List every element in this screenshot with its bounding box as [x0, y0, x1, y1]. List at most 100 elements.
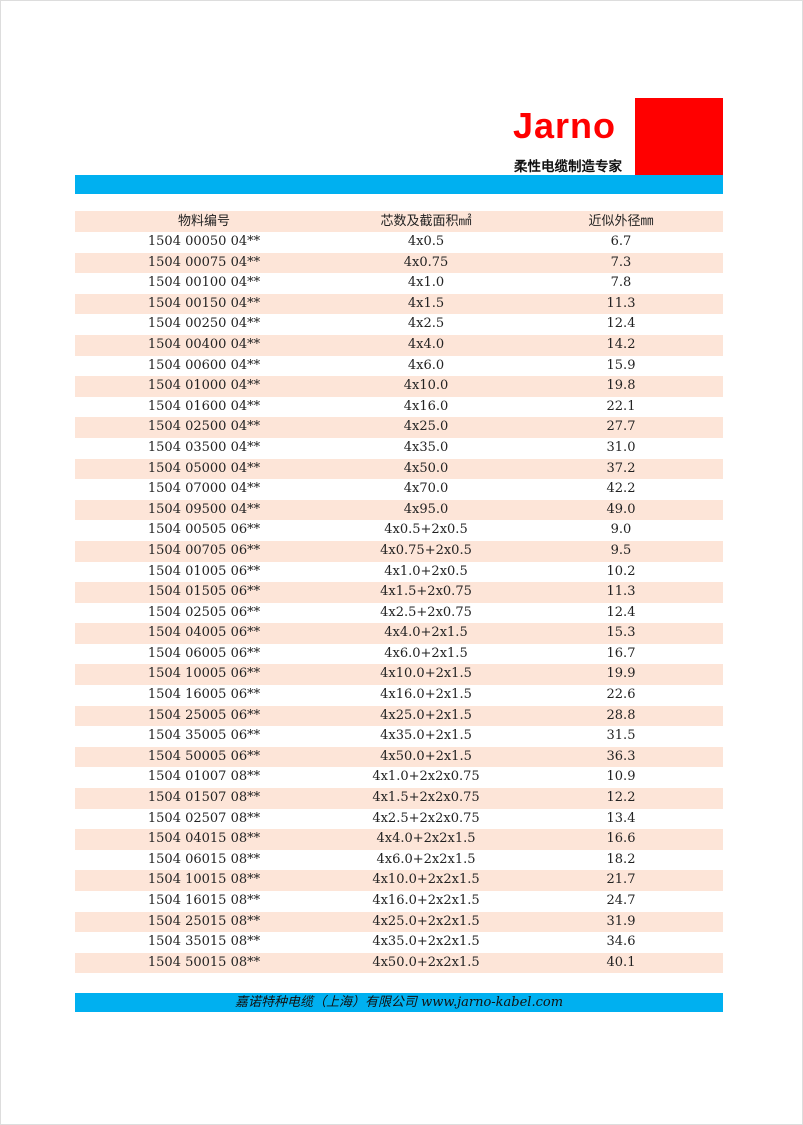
cell-cross-section: 4x2.5+2x0.75: [380, 604, 472, 620]
table-row: 1504 00600 04** 4x6.0 15.9: [75, 356, 723, 377]
table-row: 1504 06005 06** 4x6.0+2x1.5 16.7: [75, 644, 723, 665]
cell-diameter: 49.0: [606, 501, 636, 517]
table-row: 1504 25005 06** 4x25.0+2x1.5 28.8: [75, 705, 723, 727]
table-row: 1504 25015 08** 4x25.0+2x2x1.5 31.9: [75, 911, 723, 933]
table-row: 1504 35015 08** 4x35.0+2x2x1.5 34.6: [75, 932, 723, 953]
cell-diameter: 21.7: [606, 872, 636, 888]
cell-part-number: 1504 01000 04**: [147, 378, 261, 394]
table-row: 1504 02505 06** 4x2.5+2x0.75 12.4: [75, 603, 723, 624]
cell-part-number: 1504 00250 04**: [147, 316, 261, 332]
cell-cross-section: 4x16.0+2x1.5: [380, 687, 472, 703]
cell-diameter: 34.6: [606, 934, 636, 950]
table-row: 1504 00100 04** 4x1.0 7.8: [75, 273, 723, 294]
footer-bar: 嘉诺特种电缆（上海）有限公司 www.jarno-kabel.com: [75, 993, 723, 1012]
table-row: 1504 35005 06** 4x35.0+2x1.5 31.5: [75, 726, 723, 747]
cell-part-number: 1504 25005 06**: [147, 707, 261, 723]
spec-table: 物料编号 芯数及截面积㎟ 近似外径㎜ 1504 00050 04** 4x0.5 6…: [75, 211, 723, 974]
cell-diameter: 22.1: [606, 398, 636, 414]
cell-cross-section: 4x95.0: [403, 501, 449, 517]
cell-cross-section: 4x1.5: [407, 295, 445, 311]
table-row: 1504 04015 08** 4x4.0+2x2x1.5 16.6: [75, 829, 723, 850]
column-header-cross-section: 芯数及截面积㎟: [380, 214, 472, 229]
cell-part-number: 1504 02507 08**: [147, 810, 261, 826]
cell-diameter: 16.6: [606, 831, 636, 847]
cell-part-number: 1504 01600 04**: [147, 398, 261, 414]
cell-part-number: 1504 05000 04**: [147, 460, 261, 476]
cell-cross-section: 4x0.75: [403, 254, 449, 270]
cell-cross-section: 4x1.5+2x0.75: [380, 584, 472, 600]
cell-cross-section: 4x1.5+2x2x0.75: [372, 790, 480, 806]
cell-part-number: 1504 03500 04**: [147, 439, 261, 455]
cell-part-number: 1504 00050 04**: [147, 234, 261, 249]
cell-cross-section: 4x25.0+2x2x1.5: [372, 913, 480, 929]
cell-diameter: 12.4: [606, 316, 636, 332]
cell-diameter: 42.2: [606, 481, 636, 497]
cell-part-number: 1504 00600 04**: [147, 357, 261, 373]
cell-part-number: 1504 00505 06**: [147, 522, 261, 538]
cell-cross-section: 4x16.0+2x2x1.5: [372, 893, 480, 908]
cell-cross-section: 4x1.0: [407, 275, 445, 291]
brand-logo-text: Jarno: [513, 105, 617, 146]
cell-cross-section: 4x50.0: [403, 460, 449, 476]
table-row: 1504 09500 04** 4x95.0 49.0: [75, 499, 723, 521]
cell-diameter: 16.7: [606, 645, 636, 661]
table-row: 1504 06015 08** 4x6.0+2x2x1.5 18.2: [75, 850, 723, 871]
cell-diameter: 7.8: [610, 275, 632, 291]
cell-diameter: 18.2: [606, 851, 636, 867]
cell-diameter: 11.3: [606, 295, 636, 311]
table-header: 物料编号 芯数及截面积㎟ 近似外径㎜: [75, 211, 723, 232]
cell-part-number: 1504 06005 06**: [147, 645, 261, 661]
cell-diameter: 31.5: [606, 728, 636, 744]
cell-cross-section: 4x4.0: [407, 336, 445, 352]
slogan: 柔性电缆制造专家: [514, 159, 622, 175]
cell-diameter: 6.7: [610, 234, 632, 249]
cell-cross-section: 4x10.0+2x2x1.5: [372, 872, 480, 888]
cell-part-number: 1504 06015 08**: [147, 851, 261, 867]
table-row: 1504 03500 04** 4x35.0 31.0: [75, 438, 723, 459]
cell-cross-section: 4x16.0: [403, 398, 449, 414]
table-row: 1504 07000 04** 4x70.0 42.2: [75, 479, 723, 500]
table-row: 1504 50005 06** 4x50.0+2x1.5 36.3: [75, 746, 723, 768]
cell-part-number: 1504 01507 08**: [147, 790, 261, 806]
table-row: 1504 10005 06** 4x10.0+2x1.5 19.9: [75, 664, 723, 686]
table-row: 1504 01000 04** 4x10.0 19.8: [75, 376, 723, 397]
cell-cross-section: 4x2.5: [407, 316, 445, 332]
table-row: 1504 00505 06** 4x0.5+2x0.5 9.0: [75, 520, 723, 541]
cell-cross-section: 4x25.0: [403, 419, 449, 435]
cell-diameter: 10.2: [606, 563, 636, 579]
cell-cross-section: 4x10.0: [403, 378, 449, 394]
cell-part-number: 1504 04015 08**: [147, 831, 261, 847]
cell-part-number: 1504 02505 06**: [147, 604, 261, 620]
cell-cross-section: 4x1.0+2x0.5: [384, 563, 468, 579]
cell-part-number: 1504 35015 08**: [147, 934, 261, 950]
table-row: 1504 50015 08** 4x50.0+2x2x1.5 40.1: [75, 952, 723, 974]
cell-part-number: 1504 00400 04**: [147, 336, 261, 352]
cell-cross-section: 4x50.0+2x1.5: [380, 748, 472, 764]
cell-diameter: 27.7: [606, 419, 636, 435]
cell-part-number: 1504 16005 06**: [147, 687, 261, 703]
cell-part-number: 1504 02500 04**: [147, 419, 261, 435]
cell-part-number: 1504 00150 04**: [147, 295, 261, 311]
table-row: 1504 00050 04** 4x0.5 6.7: [75, 232, 723, 253]
table-row: 1504 01005 06** 4x1.0+2x0.5 10.2: [75, 562, 723, 583]
table-row: 1504 00075 04** 4x0.75 7.3: [75, 252, 723, 274]
cell-diameter: 7.3: [610, 254, 632, 270]
table-row: 1504 16015 08** 4x16.0+2x2x1.5 24.7: [75, 891, 723, 912]
cell-diameter: 40.1: [606, 954, 636, 970]
table-row: 1504 01505 06** 4x1.5+2x0.75 11.3: [75, 582, 723, 603]
cell-cross-section: 4x35.0+2x1.5: [380, 728, 472, 744]
cell-diameter: 12.2: [606, 790, 636, 806]
cell-cross-section: 4x4.0+2x2x1.5: [376, 831, 476, 847]
cell-part-number: 1504 50015 08**: [147, 954, 261, 970]
cell-part-number: 1504 01007 08**: [147, 769, 261, 785]
header-bar: [75, 175, 723, 194]
cell-cross-section: 4x0.75+2x0.5: [380, 542, 472, 558]
table-row: 1504 00705 06** 4x0.75+2x0.5 9.5: [75, 540, 723, 562]
cell-diameter: 31.9: [606, 913, 636, 929]
cell-diameter: 9.0: [610, 522, 632, 538]
cell-part-number: 1504 00075 04**: [147, 254, 261, 270]
cell-diameter: 37.2: [606, 460, 636, 476]
cell-part-number: 1504 10015 08**: [147, 872, 261, 888]
cell-diameter: 12.4: [606, 604, 636, 620]
